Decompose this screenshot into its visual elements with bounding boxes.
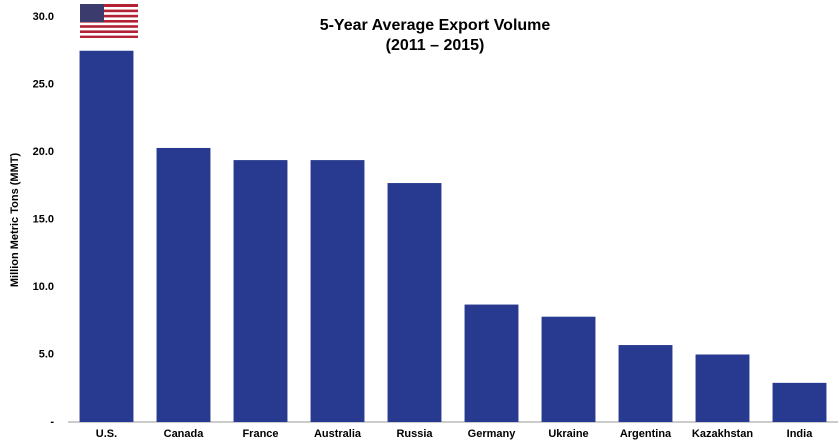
x-tick-label: India — [787, 428, 814, 440]
y-tick-label: 25.0 — [33, 78, 54, 90]
x-tick-label: Russia — [396, 428, 433, 440]
chart-subtitle: (2011 – 2015) — [386, 37, 485, 54]
x-tick-label: Australia — [314, 428, 362, 440]
y-tick-label: 15.0 — [33, 213, 54, 225]
y-tick-label: 5.0 — [39, 348, 54, 360]
y-axis-label: Million Metric Tons (MMT) — [9, 153, 21, 288]
bar — [310, 160, 365, 422]
y-tick-label: 30.0 — [33, 11, 54, 23]
bar — [233, 160, 288, 422]
x-tick-label: Argentina — [620, 428, 672, 440]
y-tick-label: 20.0 — [33, 146, 54, 158]
bar — [156, 147, 211, 422]
us-flag — [80, 4, 138, 38]
bar — [618, 345, 673, 422]
y-tick-label: 10.0 — [33, 281, 54, 293]
bar — [541, 316, 596, 422]
chart-title: 5-Year Average Export Volume — [320, 17, 551, 34]
bar — [79, 50, 134, 422]
y-tick-label: - — [50, 416, 54, 428]
x-tick-label: Germany — [468, 428, 517, 440]
x-tick-label: France — [242, 428, 278, 440]
bar — [772, 382, 827, 422]
x-tick-label: U.S. — [96, 428, 117, 440]
x-tick-label: Ukraine — [548, 428, 588, 440]
x-tick-label: Canada — [164, 428, 205, 440]
bar — [464, 304, 519, 422]
bar — [387, 183, 442, 422]
x-tick-label: Kazakhstan — [692, 428, 753, 440]
bar — [695, 354, 750, 422]
